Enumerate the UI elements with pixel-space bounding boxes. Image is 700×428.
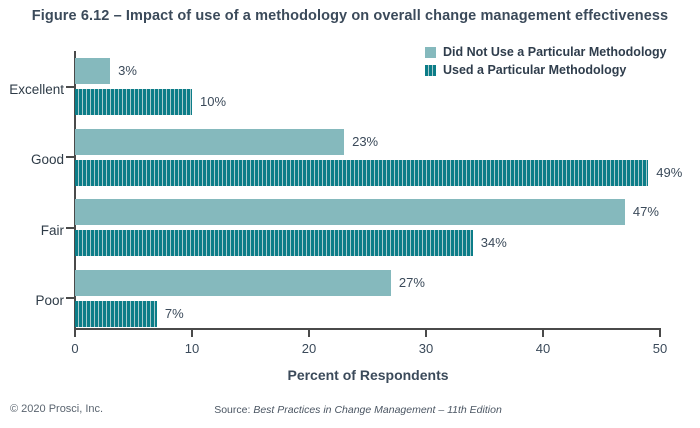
category-label-fair: Fair (40, 222, 64, 238)
bar-used-a-particular-methodology-fair (75, 230, 473, 256)
category-tick (66, 85, 75, 88)
value-label: 49% (656, 164, 683, 180)
bar-did-not-use-a-particular-methodology-excellent (75, 58, 111, 84)
x-axis-tick (659, 330, 661, 337)
value-label: 7% (164, 305, 184, 321)
y-axis-line (73, 51, 76, 330)
category-tick (66, 156, 75, 158)
category-label-poor: Poor (35, 293, 64, 308)
bar-used-a-particular-methodology-excellent (75, 89, 192, 115)
legend-item-did-not-use-a-particular-methodology: Did Not Use a Particular Methodology (425, 43, 667, 61)
x-axis-tick (308, 330, 310, 337)
legend-label: Used a Particular Methodology (443, 63, 627, 77)
bar-did-not-use-a-particular-methodology-fair (75, 199, 625, 225)
legend-swatch-hatched (425, 64, 436, 76)
value-label: 3% (118, 63, 137, 78)
value-label: 27% (398, 274, 425, 290)
bar-used-a-particular-methodology-poor (75, 300, 157, 327)
legend-item-used-a-particular-methodology: Used a Particular Methodology (425, 61, 667, 79)
category-tick (66, 226, 75, 229)
footer-copyright: © 2020 Prosci, Inc. (10, 403, 104, 415)
x-tick-label: 30 (418, 341, 434, 356)
x-axis-tick (74, 330, 76, 337)
footer-source: Source: Best Practices in Change Managem… (0, 404, 700, 416)
chart-legend: Did Not Use a Particular Methodology Used… (425, 43, 667, 79)
category-label-good: Good (30, 152, 64, 167)
x-tick-label: 10 (184, 341, 200, 356)
x-tick-label: 0 (71, 341, 79, 356)
bar-did-not-use-a-particular-methodology-good (75, 128, 345, 155)
category-label-excellent: Excellent (9, 81, 64, 97)
bar-did-not-use-a-particular-methodology-poor (75, 269, 391, 296)
legend-swatch-solid (425, 46, 436, 58)
legend-label: Did Not Use a Particular Methodology (443, 45, 667, 59)
source-prefix: Source: (214, 404, 254, 416)
x-axis-title: Percent of Respondents (287, 367, 449, 383)
x-axis-tick (542, 330, 544, 337)
chart-title: Figure 6.12 – Impact of use of a methodo… (31, 8, 669, 24)
bar-used-a-particular-methodology-good (75, 159, 649, 186)
value-label: 10% (200, 94, 227, 109)
value-label: 47% (632, 204, 659, 219)
x-tick-label: 40 (535, 341, 551, 356)
value-label: 34% (480, 235, 507, 250)
x-tick-label: 50 (652, 341, 668, 356)
category-tick (66, 297, 75, 299)
x-tick-label: 20 (301, 341, 317, 356)
x-axis-line (73, 328, 661, 330)
x-axis-tick (191, 330, 193, 337)
source-title: Best Practices in Change Management – 11… (253, 404, 502, 416)
x-axis-tick (425, 330, 427, 337)
value-label: 23% (352, 133, 379, 149)
